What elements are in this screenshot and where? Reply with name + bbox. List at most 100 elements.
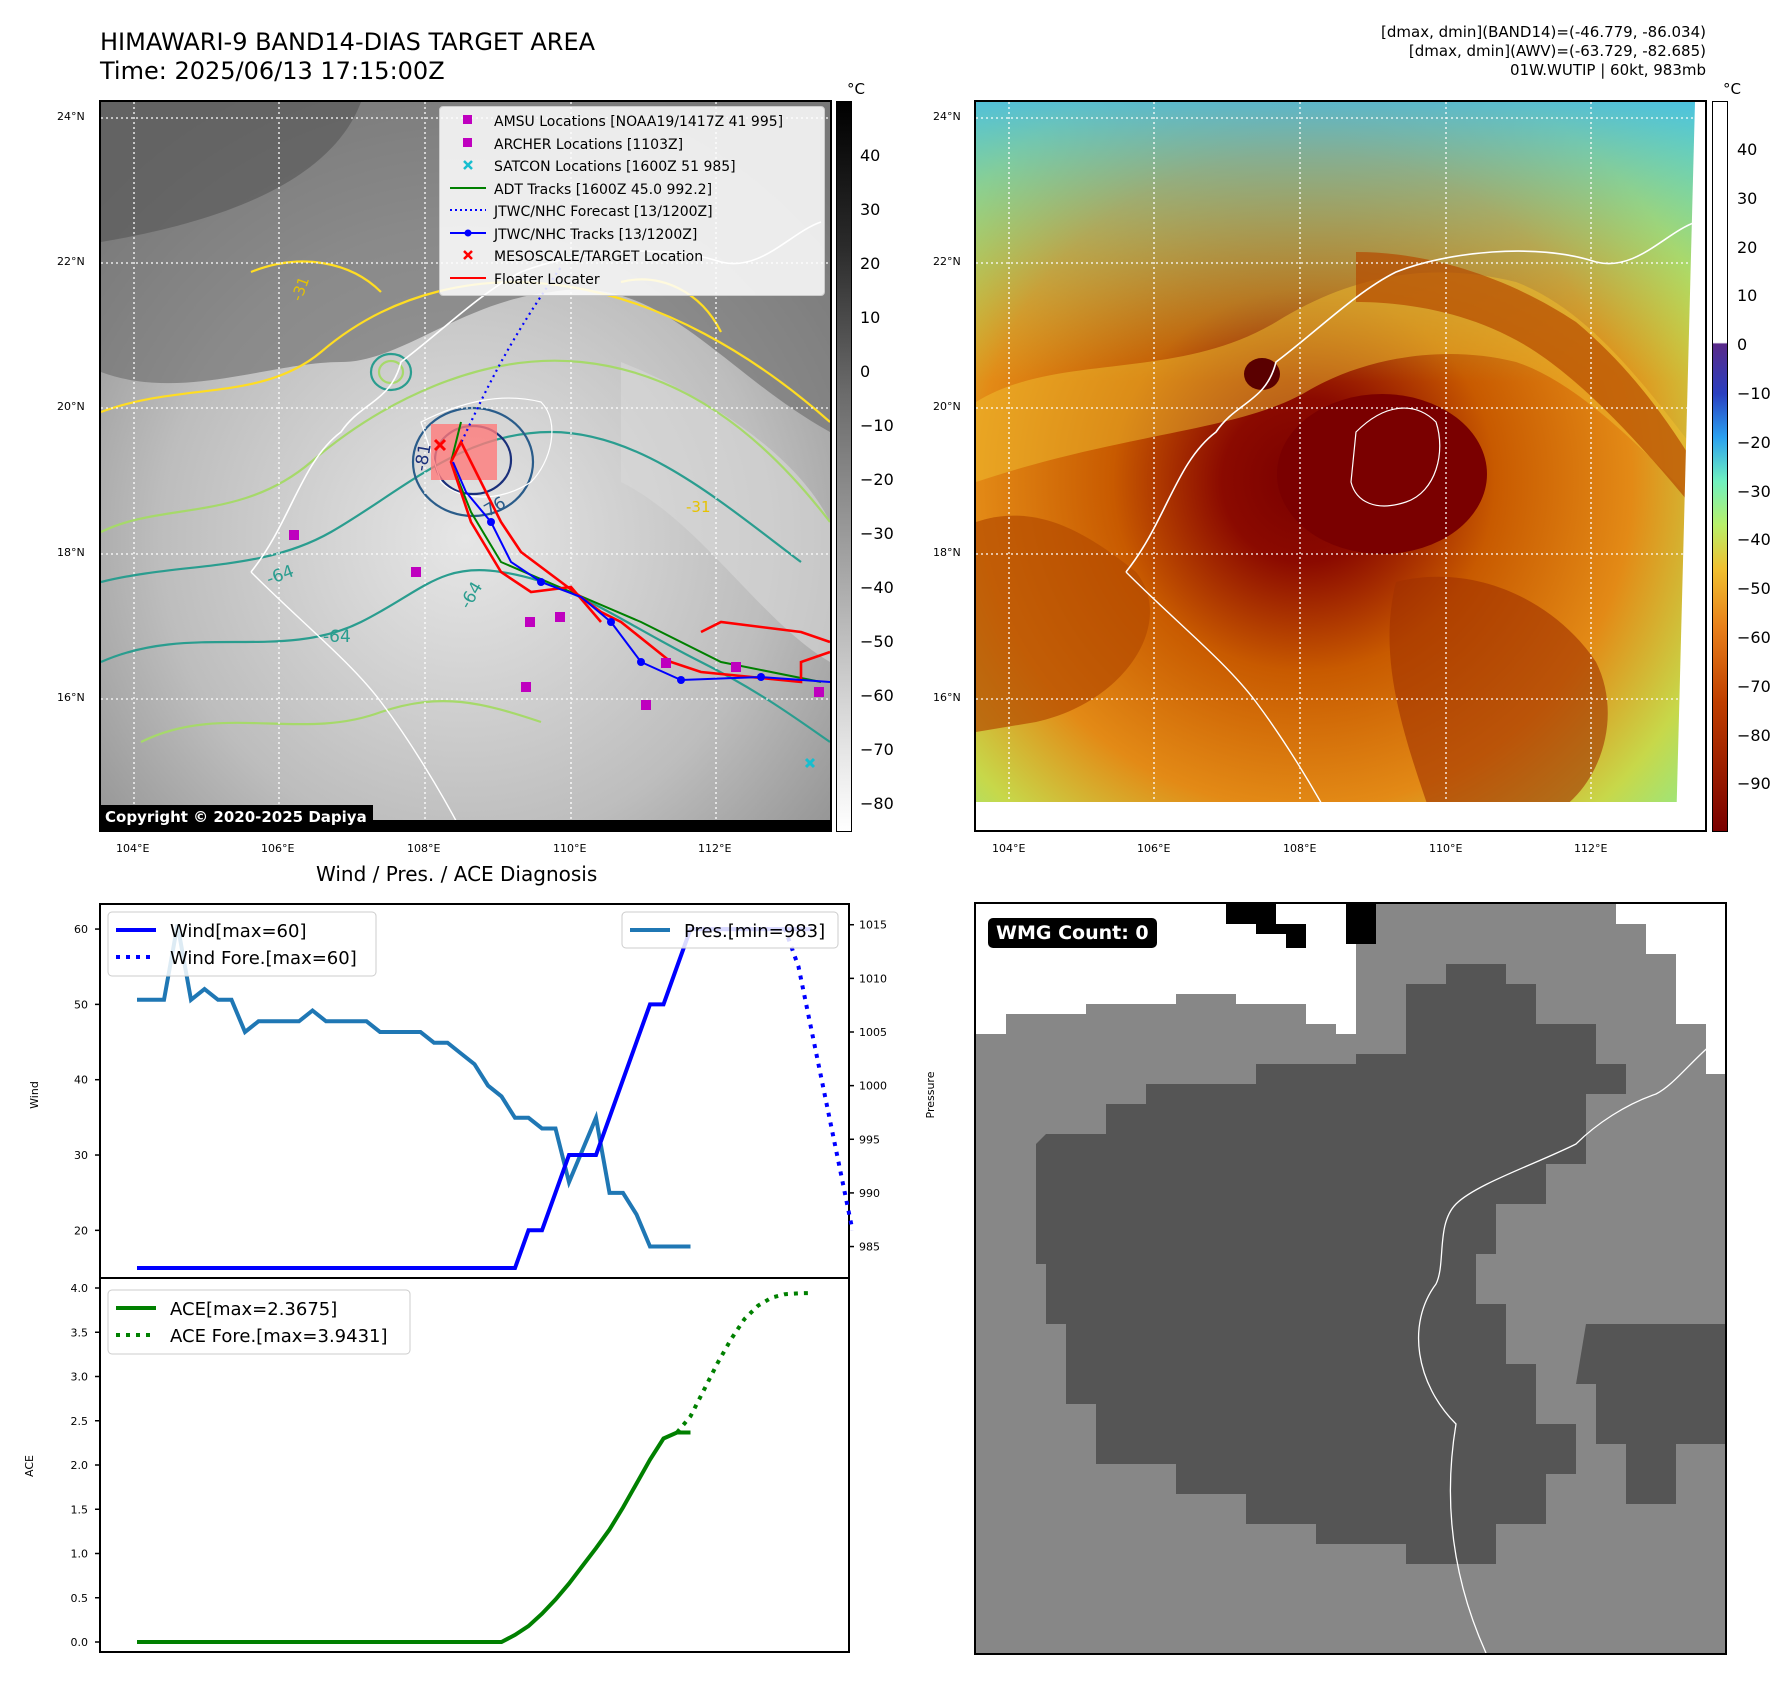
wind-ytick-label: 20 bbox=[74, 1224, 88, 1237]
copyright-label: Copyright © 2020-2025 Dapiya bbox=[101, 805, 373, 830]
colorbar-right-tick: 10 bbox=[1737, 286, 1758, 306]
colorbar-right-tick: −70 bbox=[1737, 676, 1771, 696]
wind-ylabel: Wind bbox=[28, 1081, 41, 1109]
map-legend-item: JTWC/NHC Tracks [13/1200Z] bbox=[448, 224, 816, 247]
colorbar-right-tick: 30 bbox=[1737, 188, 1758, 208]
diag-chart: 20 30 40 50 60 985 990 995 1000 1005 1010 1015 0.0… bbox=[23, 903, 937, 1653]
colorbar-left-tick: 30 bbox=[860, 200, 881, 219]
colorbar-left-tick: −30 bbox=[860, 524, 894, 543]
ace-ytick-label: 2.0 bbox=[71, 1459, 89, 1472]
legend-marker-icon bbox=[448, 249, 488, 265]
colorbar-right-tick: −80 bbox=[1737, 725, 1771, 745]
colorbar-right bbox=[1712, 101, 1728, 832]
colorbar-right-tick: −50 bbox=[1737, 579, 1771, 599]
pres-ytick-label: 1010 bbox=[859, 972, 887, 985]
legend-marker-icon bbox=[448, 227, 488, 243]
wind-ytick-label: 60 bbox=[74, 923, 88, 936]
pres-ytick-label: 995 bbox=[859, 1133, 880, 1146]
legend-label: ARCHER Locations [1103Z] bbox=[494, 136, 684, 153]
wind-ytick-label: 40 bbox=[74, 1074, 88, 1087]
ace-ylabel: ACE bbox=[23, 1455, 36, 1477]
legend-marker-icon bbox=[448, 204, 488, 220]
contour-label-31b: -31 bbox=[686, 498, 711, 516]
colorbar-left-tick: −70 bbox=[860, 740, 894, 759]
lat-label-16-right: 16°N bbox=[933, 691, 961, 704]
colorbar-left-tick: −50 bbox=[860, 632, 894, 651]
colorbar-left-tick: 10 bbox=[860, 308, 881, 327]
colorbar-right-tick: −40 bbox=[1737, 530, 1771, 550]
lon-label-106: 106°E bbox=[261, 842, 295, 855]
ace-ytick-label: 1.5 bbox=[71, 1503, 89, 1516]
lon-label-110-right: 110°E bbox=[1429, 842, 1463, 855]
wmg-image bbox=[976, 904, 1725, 1653]
map-legend-item: SATCON Locations [1600Z 51 985] bbox=[448, 156, 816, 179]
colorbar-left bbox=[836, 101, 852, 832]
colorbar-right-tick: 0 bbox=[1737, 335, 1748, 355]
legend-marker-icon bbox=[448, 272, 488, 288]
wmg-count-badge: WMG Count: 0 bbox=[988, 918, 1157, 948]
ace-series-line bbox=[137, 1430, 691, 1644]
lon-label-112-right: 112°E bbox=[1574, 842, 1608, 855]
band14-map-panel: -81 -76 -64 -64 -64 -31 -31 Copyright © … bbox=[99, 100, 832, 832]
diag-title: Wind / Pres. / ACE Diagnosis bbox=[316, 862, 598, 886]
map-legend-item: ARCHER Locations [1103Z] bbox=[448, 134, 816, 157]
map-legend-item: AMSU Locations [NOAA19/1417Z 41 995] bbox=[448, 111, 816, 134]
colorbar-right-tick: −10 bbox=[1737, 384, 1771, 403]
map-legend-item: ADT Tracks [1600Z 45.0 992.2] bbox=[448, 179, 816, 202]
colorbar-right-tick: 20 bbox=[1737, 237, 1758, 257]
lat-label-16: 16°N bbox=[57, 691, 85, 704]
figure-title-line2: Time: 2025/06/13 17:15:00Z bbox=[100, 57, 445, 85]
wind-ytick-label: 30 bbox=[74, 1149, 88, 1162]
ace-ytick-label: 3.0 bbox=[71, 1371, 89, 1384]
legend-label: AMSU Locations [NOAA19/1417Z 41 995] bbox=[494, 114, 784, 131]
lat-label-20: 20°N bbox=[57, 400, 85, 413]
legend-marker-icon bbox=[448, 114, 488, 130]
ace-ytick-label: 3.5 bbox=[71, 1326, 89, 1339]
lon-label-108-right: 108°E bbox=[1283, 842, 1317, 855]
ace-ytick-label: 1.0 bbox=[71, 1548, 89, 1561]
info-line3: 01W.WUTIP | 60kt, 983mb bbox=[1510, 61, 1706, 79]
lon-label-110: 110°E bbox=[553, 842, 587, 855]
lon-label-104-right: 104°E bbox=[992, 842, 1026, 855]
ace-ytick-label: 0.0 bbox=[71, 1636, 89, 1649]
colorbar-left-tick: −40 bbox=[860, 578, 894, 597]
wind-legend: Wind[max=60] Wind Fore.[max=60] bbox=[107, 911, 377, 977]
legend-label: JTWC/NHC Tracks [13/1200Z] bbox=[494, 226, 698, 243]
legend-wind: Wind[max=60] bbox=[170, 921, 307, 942]
lon-label-108: 108°E bbox=[407, 842, 441, 855]
lon-label-104: 104°E bbox=[116, 842, 150, 855]
lon-label-106-right: 106°E bbox=[1137, 842, 1171, 855]
lat-label-22: 22°N bbox=[57, 255, 85, 268]
contour-label-64b: -64 bbox=[323, 627, 351, 647]
legend-marker-icon bbox=[448, 137, 488, 153]
legend-label: JTWC/NHC Forecast [13/1200Z] bbox=[494, 204, 713, 221]
awv-map-panel bbox=[974, 100, 1707, 832]
legend-pres: Pres.[min=983] bbox=[684, 921, 825, 942]
pres-ytick-label: 990 bbox=[859, 1187, 880, 1200]
map-legend-item: MESOSCALE/TARGET Location bbox=[448, 246, 816, 269]
pres-ytick-label: 1000 bbox=[859, 1080, 887, 1093]
pres-ytick-label: 985 bbox=[859, 1241, 880, 1254]
colorbar-right-tick: 40 bbox=[1737, 140, 1758, 159]
info-line1: [dmax, dmin](BAND14)=(-46.779, -86.034) bbox=[1381, 23, 1706, 41]
wind-ytick-label: 50 bbox=[74, 998, 88, 1011]
lat-label-22-right: 22°N bbox=[933, 255, 961, 268]
ace-ytick-label: 2.5 bbox=[71, 1415, 89, 1428]
lat-label-20-right: 20°N bbox=[933, 400, 961, 413]
ace-forecast-series-line bbox=[675, 1291, 813, 1434]
colorbar-right-tick: −60 bbox=[1737, 628, 1771, 647]
figure-title-line1: HIMAWARI-9 BAND14-DIAS TARGET AREA bbox=[100, 28, 596, 56]
legend-ace: ACE[max=2.3675] bbox=[170, 1299, 337, 1320]
colorbar-left-tick: 0 bbox=[860, 362, 871, 381]
legend-marker-icon bbox=[448, 159, 488, 175]
legend-label: ADT Tracks [1600Z 45.0 992.2] bbox=[494, 181, 713, 198]
colorbar-left-tick: −10 bbox=[860, 416, 894, 435]
pres-ytick-label: 1005 bbox=[859, 1026, 887, 1039]
legend-wind-fore: Wind Fore.[max=60] bbox=[170, 948, 357, 969]
colorbar-left-tick: 40 bbox=[860, 146, 881, 165]
colorbar-right-tick: −20 bbox=[1737, 432, 1771, 452]
lon-label-112: 112°E bbox=[698, 842, 732, 855]
legend-label: SATCON Locations [1600Z 51 985] bbox=[494, 159, 736, 176]
colorbar-right-tick: −30 bbox=[1737, 481, 1771, 501]
legend-ace-fore: ACE Fore.[max=3.9431] bbox=[170, 1326, 388, 1347]
